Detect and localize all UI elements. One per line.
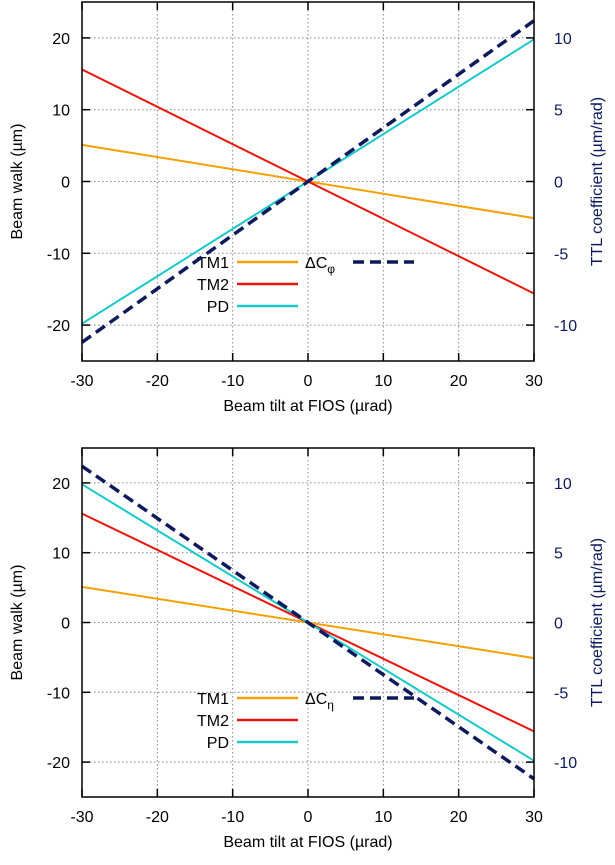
- y-axis-label: Beam walk (µm): [9, 565, 26, 681]
- y-axis-label: Beam walk (µm): [9, 124, 26, 240]
- chart-panel-1: TM1 TM2 PD ΔCφ -30 -20 -10 0 10 20 30 -20 -10 0 10 20 -1…: [9, 1, 606, 415]
- legend: TM1 TM2 PD ΔCφ: [197, 255, 414, 316]
- x-tick-label: 30: [525, 373, 543, 390]
- legend-label-pd: PD: [207, 735, 229, 752]
- y-tick-label: -10: [47, 246, 70, 263]
- x-tick-label: 20: [450, 809, 468, 826]
- y2-tick-label: 0: [554, 175, 563, 192]
- legend-label-tm1: TM1: [197, 255, 229, 272]
- x-axis-label: Beam tilt at FIOS (µrad): [223, 398, 392, 415]
- x-tick-label: -10: [221, 373, 244, 390]
- series-line-delta-c: [80, 19, 536, 344]
- y-tick-label: 20: [52, 31, 70, 48]
- y2-tick-label: 5: [554, 103, 563, 120]
- x-tick-label: 30: [525, 809, 543, 826]
- legend-label-delta: ΔCη: [305, 691, 334, 712]
- legend-label-tm2: TM2: [197, 277, 229, 294]
- y-tick-label: -20: [47, 755, 70, 772]
- x-tick-label: 0: [304, 809, 313, 826]
- y-tick-label: 0: [61, 175, 70, 192]
- x-tick-label: 10: [374, 373, 392, 390]
- y2-tick-label: -5: [554, 685, 568, 702]
- y-tick-label: 0: [61, 616, 70, 633]
- x-tick-label: -20: [146, 809, 169, 826]
- x-axis-label: Beam tilt at FIOS (µrad): [223, 834, 392, 851]
- y2-tick-label: 0: [554, 616, 563, 633]
- series-line-delta-c: [81, 464, 535, 781]
- y-tick-label: -10: [47, 685, 70, 702]
- y-tick-label: -20: [47, 318, 70, 335]
- y-tick-label: 10: [52, 546, 70, 563]
- x-tick-label: 20: [450, 373, 468, 390]
- x-tick-label: -20: [146, 373, 169, 390]
- legend: TM1 TM2 PD ΔCη: [197, 691, 414, 752]
- x-tick-label: -10: [221, 809, 244, 826]
- y-tick-label: 10: [52, 103, 70, 120]
- chart-panel-2: TM1 TM2 PD ΔCη -30 -20 -10 0 10 20 30 -20 -10 0 10 20 -1…: [9, 447, 606, 851]
- x-tick-label: -30: [70, 373, 93, 390]
- y2-tick-label: -5: [554, 246, 568, 263]
- y2-tick-label: -10: [554, 318, 577, 335]
- y2-axis-label: TTL coefficient (µm/rad): [589, 97, 606, 266]
- legend-label-delta: ΔCφ: [305, 255, 335, 276]
- y2-axis-label: TTL coefficient (µm/rad): [589, 538, 606, 707]
- y-tick-label: 20: [52, 476, 70, 493]
- x-tick-label: -30: [70, 809, 93, 826]
- x-tick-label: 10: [374, 809, 392, 826]
- y2-tick-label: -10: [554, 755, 577, 772]
- y2-tick-label: 10: [554, 31, 572, 48]
- legend-label-tm2: TM2: [197, 713, 229, 730]
- legend-label-tm1: TM1: [197, 691, 229, 708]
- y2-tick-label: 5: [554, 546, 563, 563]
- legend-label-pd: PD: [207, 299, 229, 316]
- y2-tick-label: 10: [554, 476, 572, 493]
- x-tick-label: 0: [304, 373, 313, 390]
